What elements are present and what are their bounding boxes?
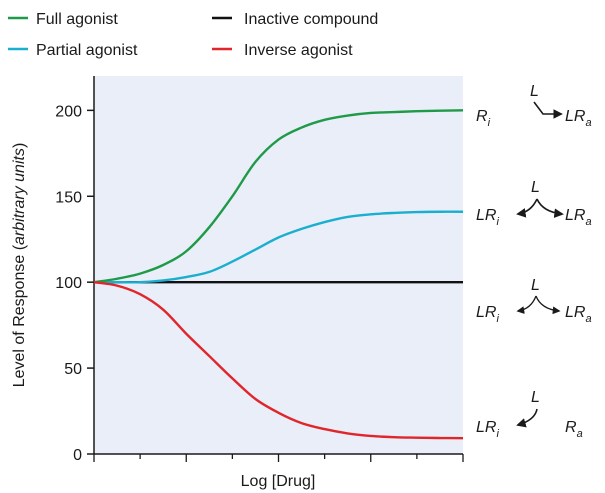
series-line-inverse-agonist: [93, 280, 464, 440]
y-tick-label: 50: [64, 361, 82, 378]
legend-label-full-agonist: Full agonist: [36, 11, 118, 28]
annotation-inverse-agonist: LRi L Ra: [476, 389, 583, 440]
plot-background: [94, 76, 463, 454]
annotation-inverse-left: LRi: [476, 419, 499, 440]
y-axis-label-close: ): [11, 143, 28, 148]
y-tick-label: 200: [55, 103, 82, 120]
x-ticks: [93, 454, 464, 462]
annotation-inverse-ligand: L: [531, 389, 540, 406]
annotation-inverse-arrow: [516, 408, 538, 428]
annotation-partial-ligand: L: [531, 179, 540, 196]
annotation-partial-agonist: LRi L LRa: [476, 179, 592, 228]
y-tick-label: 100: [55, 275, 82, 292]
annotation-inactive-ligand: L: [531, 277, 540, 294]
annotation-inactive-arrow-right: [535, 295, 561, 315]
annotation-partial-arrow-right: [536, 198, 564, 218]
annotation-partial-arrow-left: [516, 198, 538, 218]
annotation-inactive-right: LRa: [565, 304, 592, 325]
y-ticks: 0 50 100 150 200: [55, 103, 94, 464]
annotation-partial-right: LRa: [565, 207, 592, 228]
annotation-inverse-right: Ra: [565, 419, 583, 440]
legend: Full agonist Inactive compound Partial a…: [8, 11, 378, 59]
annotation-full-ligand: L: [530, 83, 539, 100]
annotation-inactive-arrow-left: [516, 295, 537, 314]
series-line-full-agonist: [93, 109, 464, 284]
legend-label-inactive-compound: Inactive compound: [244, 11, 378, 28]
x-axis-label: Log [Drug]: [241, 473, 316, 490]
annotation-full-left: Ri: [476, 108, 491, 129]
legend-label-inverse-agonist: Inverse agonist: [244, 42, 353, 59]
annotation-full-right: LRa: [565, 108, 592, 129]
y-tick-label: 150: [55, 189, 82, 206]
y-axis-label: Level of Response (arbitrary units): [11, 143, 28, 388]
series-line-partial-agonist: [94, 210, 464, 284]
annotation-inactive-compound: LRi L LRa: [476, 277, 592, 325]
annotation-full-agonist: Ri L LRa: [476, 83, 592, 129]
y-axis-label-italic: arbitrary units: [11, 148, 28, 245]
annotation-partial-left: LRi: [476, 207, 499, 228]
annotation-inactive-left: LRi: [476, 304, 499, 325]
annotation-full-arrow: [533, 101, 563, 119]
y-axis-label-main: Level of Response (: [11, 244, 28, 387]
series-lines: [93, 109, 464, 440]
y-tick-label: 0: [73, 447, 82, 464]
legend-label-partial-agonist: Partial agonist: [36, 42, 138, 59]
